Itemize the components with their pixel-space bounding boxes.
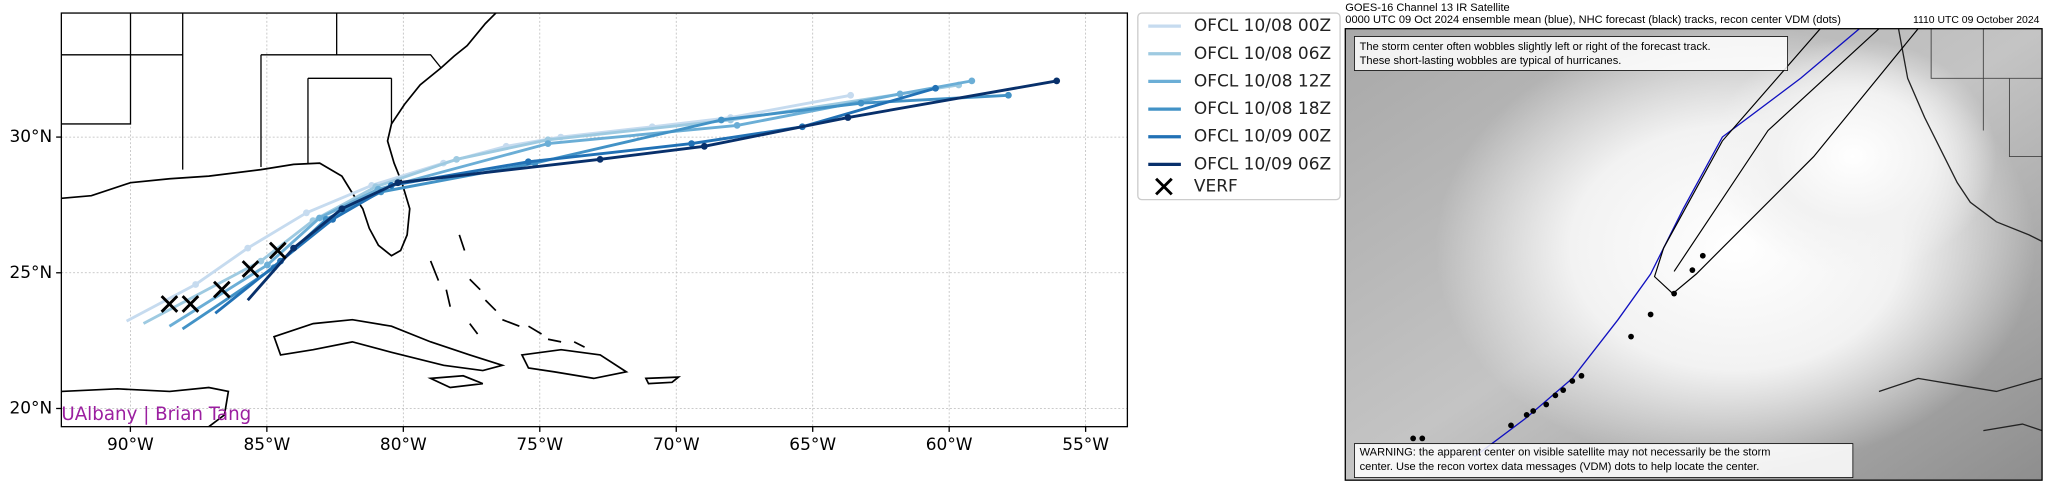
verf-marker	[212, 280, 231, 299]
track-point	[733, 122, 741, 129]
x-tick-label: 55°W	[1062, 434, 1109, 454]
nhc-track	[1653, 28, 1919, 295]
satellite-title: GOES-16 Channel 13 IR Satellite	[1345, 2, 1509, 14]
track-point	[968, 77, 976, 85]
track-line	[246, 79, 1057, 302]
satellite-frame	[1344, 28, 2043, 481]
coastline	[1878, 377, 2043, 432]
recon-dots	[1410, 252, 1706, 442]
satellite-subtitle: 0000 UTC 09 Oct 2024 ensemble mean (blue…	[1345, 14, 1841, 26]
borders	[1930, 28, 2043, 158]
ensemble-track	[1474, 28, 1860, 458]
legend-label: OFCL 10/09 06Z	[1194, 153, 1331, 173]
y-tick-label: 30°N	[9, 126, 52, 146]
track-point	[316, 214, 323, 222]
us-coast	[61, 13, 497, 257]
warning-line: WARNING: the apparent center on visible …	[1360, 447, 1771, 459]
track-point	[290, 244, 298, 252]
credit: UAlbany | Brian Tang	[61, 404, 251, 425]
verf-marker	[268, 241, 287, 260]
x-tick-label: 65°W	[789, 434, 836, 454]
bahamas	[429, 234, 585, 348]
warning-box	[1354, 443, 1854, 478]
x-tick-label: 85°W	[243, 434, 290, 454]
satellite-panel: GOES-16 Channel 13 IR Satellite 0000 UTC…	[1344, 2, 2043, 481]
track-point	[338, 205, 346, 213]
grid	[61, 13, 1128, 427]
tracks	[125, 77, 1061, 331]
track-point	[1053, 77, 1061, 85]
x-tick-label: 90°W	[107, 434, 154, 454]
yucatan	[61, 386, 230, 427]
x-tick-label: 70°W	[653, 434, 700, 454]
track-point	[688, 140, 695, 147]
verf-marker	[241, 260, 260, 278]
track-point	[303, 209, 310, 217]
map-panel: UAlbany | Brian Tang OFCL 10/08 00ZOFCL …	[9, 12, 1341, 454]
satellite-image	[1345, 28, 2043, 481]
track-point	[257, 257, 265, 265]
track-point	[857, 99, 865, 107]
note-line: The storm center often wobbles slightly …	[1360, 41, 1711, 53]
track-point	[1004, 91, 1012, 99]
coastlines	[61, 13, 682, 427]
track-point	[847, 91, 855, 99]
x-tick-label: 60°W	[926, 434, 973, 454]
legend-label: VERF	[1194, 176, 1238, 196]
map-area	[61, 13, 1128, 427]
satellite-time: 1110 UTC 09 October 2024	[1913, 15, 2040, 26]
note-box	[1354, 36, 1789, 71]
verf-marker	[181, 295, 200, 313]
legend-label: OFCL 10/08 00Z	[1194, 15, 1331, 35]
track-point	[264, 261, 271, 269]
legend-swatch	[1155, 177, 1173, 196]
track-line	[168, 79, 973, 328]
map-frame	[60, 12, 1129, 428]
storm-clouds	[1709, 39, 1997, 275]
state-borders	[61, 13, 442, 170]
track-point	[394, 179, 402, 187]
track-point	[896, 90, 904, 98]
legend-label: OFCL 10/08 06Z	[1194, 43, 1331, 63]
x-tick-label: 80°W	[380, 434, 427, 454]
track-point	[524, 158, 532, 166]
track-line	[142, 83, 959, 325]
track-point	[192, 281, 200, 288]
y-tick-label: 25°N	[9, 262, 52, 282]
legend: OFCL 10/08 00Z OFCL 10/08 06Z OFCL 10/08 1…	[1137, 12, 1341, 201]
track-point	[544, 140, 552, 147]
track-point	[700, 142, 708, 150]
x-tick-label: 75°W	[516, 434, 563, 454]
track-point	[244, 244, 252, 252]
legend-label: OFCL 10/09 00Z	[1194, 126, 1331, 146]
legend-box	[1137, 12, 1341, 201]
hispaniola	[520, 348, 629, 380]
cuba	[272, 318, 506, 372]
track-point	[596, 155, 604, 163]
track-point	[453, 155, 460, 163]
legend-label: OFCL 10/08 18Z	[1194, 98, 1331, 118]
verf-marker	[160, 295, 179, 313]
track-point	[932, 84, 939, 92]
y-tick-label: 20°N	[9, 397, 52, 417]
track-point	[844, 114, 852, 121]
legend-label: OFCL 10/08 12Z	[1194, 70, 1331, 90]
islands	[427, 374, 682, 389]
coastline	[1897, 28, 2043, 242]
track-point	[717, 116, 725, 124]
nhc-track	[1673, 28, 1880, 272]
note-line: These short-lasting wobbles are typical …	[1360, 55, 1622, 67]
warning-line: center. Use the recon vortex data messag…	[1360, 461, 1760, 473]
